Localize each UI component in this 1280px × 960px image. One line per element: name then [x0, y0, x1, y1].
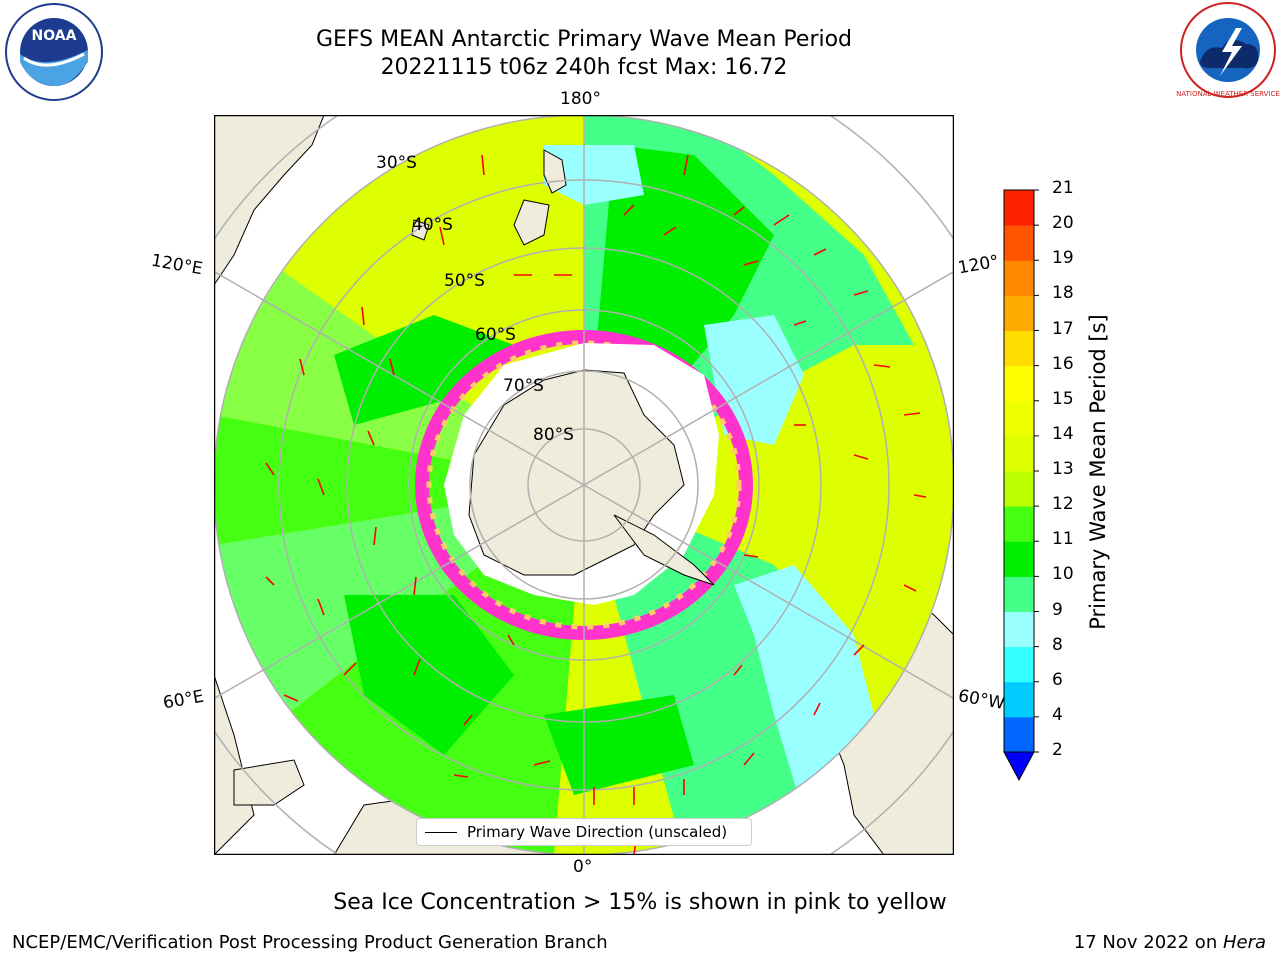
- lon-label-120w: 120°: [956, 251, 1001, 279]
- nws-logo-text: NATIONAL WEATHER SERVICE: [1176, 90, 1280, 98]
- noaa-logo: NOAA: [5, 3, 103, 101]
- colorbar-tick-label: 13: [1052, 459, 1074, 479]
- colorbar-segment: [1004, 576, 1034, 612]
- footer-host: Hera: [1222, 932, 1266, 953]
- colorbar-tick-label: 21: [1052, 178, 1074, 198]
- colorbar: [1003, 189, 1039, 782]
- colorbar-tick-label: 9: [1052, 599, 1063, 620]
- colorbar-segment: [1004, 190, 1034, 226]
- colorbar-tick-label: 19: [1052, 248, 1074, 269]
- lat-label-50s: 50°S: [444, 271, 485, 291]
- colorbar-segment: [1004, 681, 1034, 718]
- colorbar-segment: [1004, 260, 1034, 296]
- colorbar-segment: [1004, 225, 1034, 261]
- colorbar-tick-label: 20: [1052, 213, 1074, 234]
- noaa-logo-text: NOAA: [32, 28, 77, 44]
- colorbar-segment: [1004, 506, 1034, 542]
- footer-date-text: 17 Nov 2022 on: [1073, 932, 1223, 953]
- colorbar-segment: [1004, 646, 1034, 683]
- colorbar-segment: [1004, 471, 1034, 507]
- colorbar-segment: [1004, 365, 1034, 402]
- colorbar-segment: [1004, 716, 1034, 753]
- latitude-labels: 30°S 40°S 50°S 60°S 70°S 80°S: [376, 153, 574, 445]
- colorbar-under-triangle: [1003, 751, 1035, 782]
- colorbar-tick-label: 16: [1052, 353, 1074, 374]
- lon-label-60e: 60°E: [161, 686, 206, 714]
- legend-label: Primary Wave Direction (unscaled): [467, 823, 728, 841]
- colorbar-tick-label: 18: [1052, 283, 1074, 304]
- lat-label-30s: 30°S: [376, 153, 417, 173]
- colorbar-segment: [1004, 330, 1034, 367]
- footer-date: 17 Nov 2022 on Hera: [1074, 932, 1266, 953]
- lat-label-80s: 80°S: [533, 425, 574, 445]
- legend-line: [425, 832, 457, 833]
- lat-label-40s: 40°S: [412, 215, 453, 235]
- lon-label-60w: 60°W: [956, 686, 1007, 714]
- colorbar-segment: [1004, 541, 1034, 577]
- map-frame: [214, 115, 954, 855]
- lat-label-70s: 70°S: [503, 376, 544, 396]
- colorbar-tick-label: 2: [1052, 740, 1063, 760]
- colorbar-tick-label: 15: [1052, 388, 1074, 409]
- antarctic-peninsula: [613, 514, 715, 586]
- colorbar-segment: [1004, 400, 1034, 437]
- nws-logo: NATIONAL WEATHER SERVICE: [1176, 2, 1280, 98]
- colorbar-tick-label: 14: [1052, 423, 1074, 444]
- colorbar-label: Primary Wave Mean Period [s]: [1086, 314, 1110, 630]
- colorbar-tick-label: 4: [1052, 704, 1063, 725]
- colorbar-tick-label: 10: [1052, 564, 1074, 585]
- graticule: [214, 115, 954, 855]
- colorbar-segment: [1004, 611, 1034, 648]
- colorbar-tick-label: 6: [1052, 669, 1063, 690]
- colorbar-segment: [1004, 435, 1034, 472]
- map-legend: Primary Wave Direction (unscaled): [416, 818, 752, 846]
- lat-label-60s: 60°S: [475, 325, 516, 345]
- chart-subtitle: 20221115 t06z 240h fcst Max: 16.72: [380, 55, 788, 80]
- chart-title: GEFS MEAN Antarctic Primary Wave Mean Pe…: [315, 27, 853, 52]
- colorbar-tick-label: 11: [1052, 529, 1074, 550]
- lon-label-180: 180°: [560, 89, 601, 109]
- lon-label-0: 0°: [573, 857, 593, 877]
- footer-branch: NCEP/EMC/Verification Post Processing Pr…: [12, 932, 608, 953]
- sea-ice-note: Sea Ice Concentration > 15% is shown in …: [333, 890, 947, 915]
- colorbar-tick-label: 12: [1052, 494, 1074, 515]
- colorbar-segment: [1004, 295, 1034, 331]
- land-inner: [411, 149, 567, 246]
- colorbar-tick-label: 17: [1052, 318, 1074, 339]
- polar-map: 30°S 40°S 50°S 60°S 70°S 80°S: [214, 115, 954, 855]
- wave-direction-arrows: [265, 154, 927, 855]
- colorbar-tick-label: 8: [1052, 634, 1063, 655]
- lon-label-120e: 120°E: [149, 250, 205, 280]
